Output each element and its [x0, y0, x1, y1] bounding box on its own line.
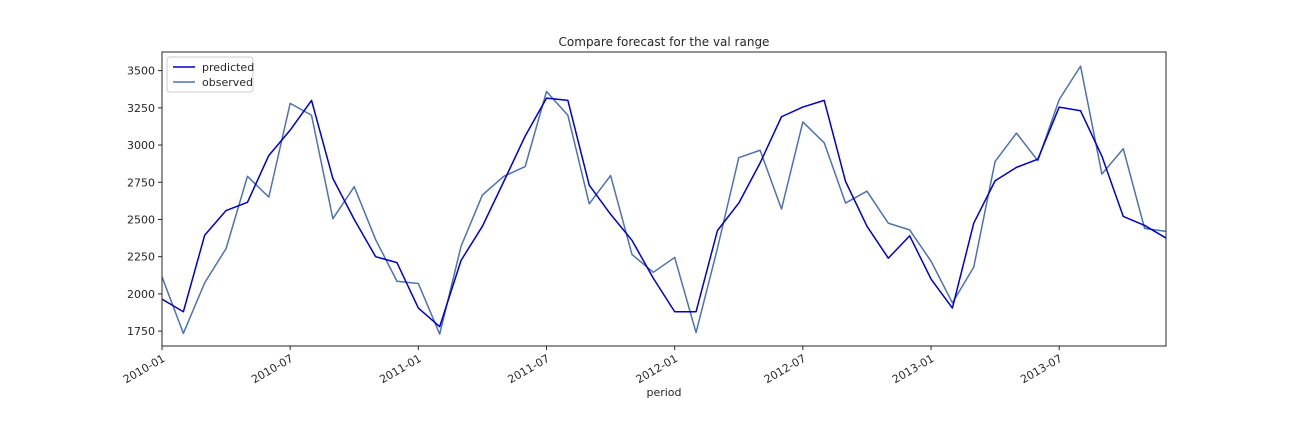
chart-title: Compare forecast for the val range [559, 35, 770, 49]
legend-box [166, 56, 254, 93]
y-tick-label: 2500 [127, 213, 155, 226]
legend-label-observed: observed [202, 76, 253, 89]
y-tick-label: 2000 [127, 288, 155, 301]
y-tick-label: 1750 [127, 325, 155, 338]
legend-label-predicted: predicted [202, 61, 254, 74]
series-line-predicted [161, 97, 1167, 328]
y-tick-label: 3250 [127, 102, 155, 115]
y-tick-label: 3000 [127, 139, 155, 152]
x-axis-label: period [646, 386, 681, 399]
y-tick-label: 2750 [127, 176, 155, 189]
plot-frame [161, 51, 1167, 347]
series-line-observed [161, 65, 1167, 335]
series-layer [161, 65, 1167, 335]
y-tick-label: 2250 [127, 251, 155, 264]
y-tick-label: 3500 [127, 65, 155, 78]
legend: predicted observed [166, 56, 254, 93]
